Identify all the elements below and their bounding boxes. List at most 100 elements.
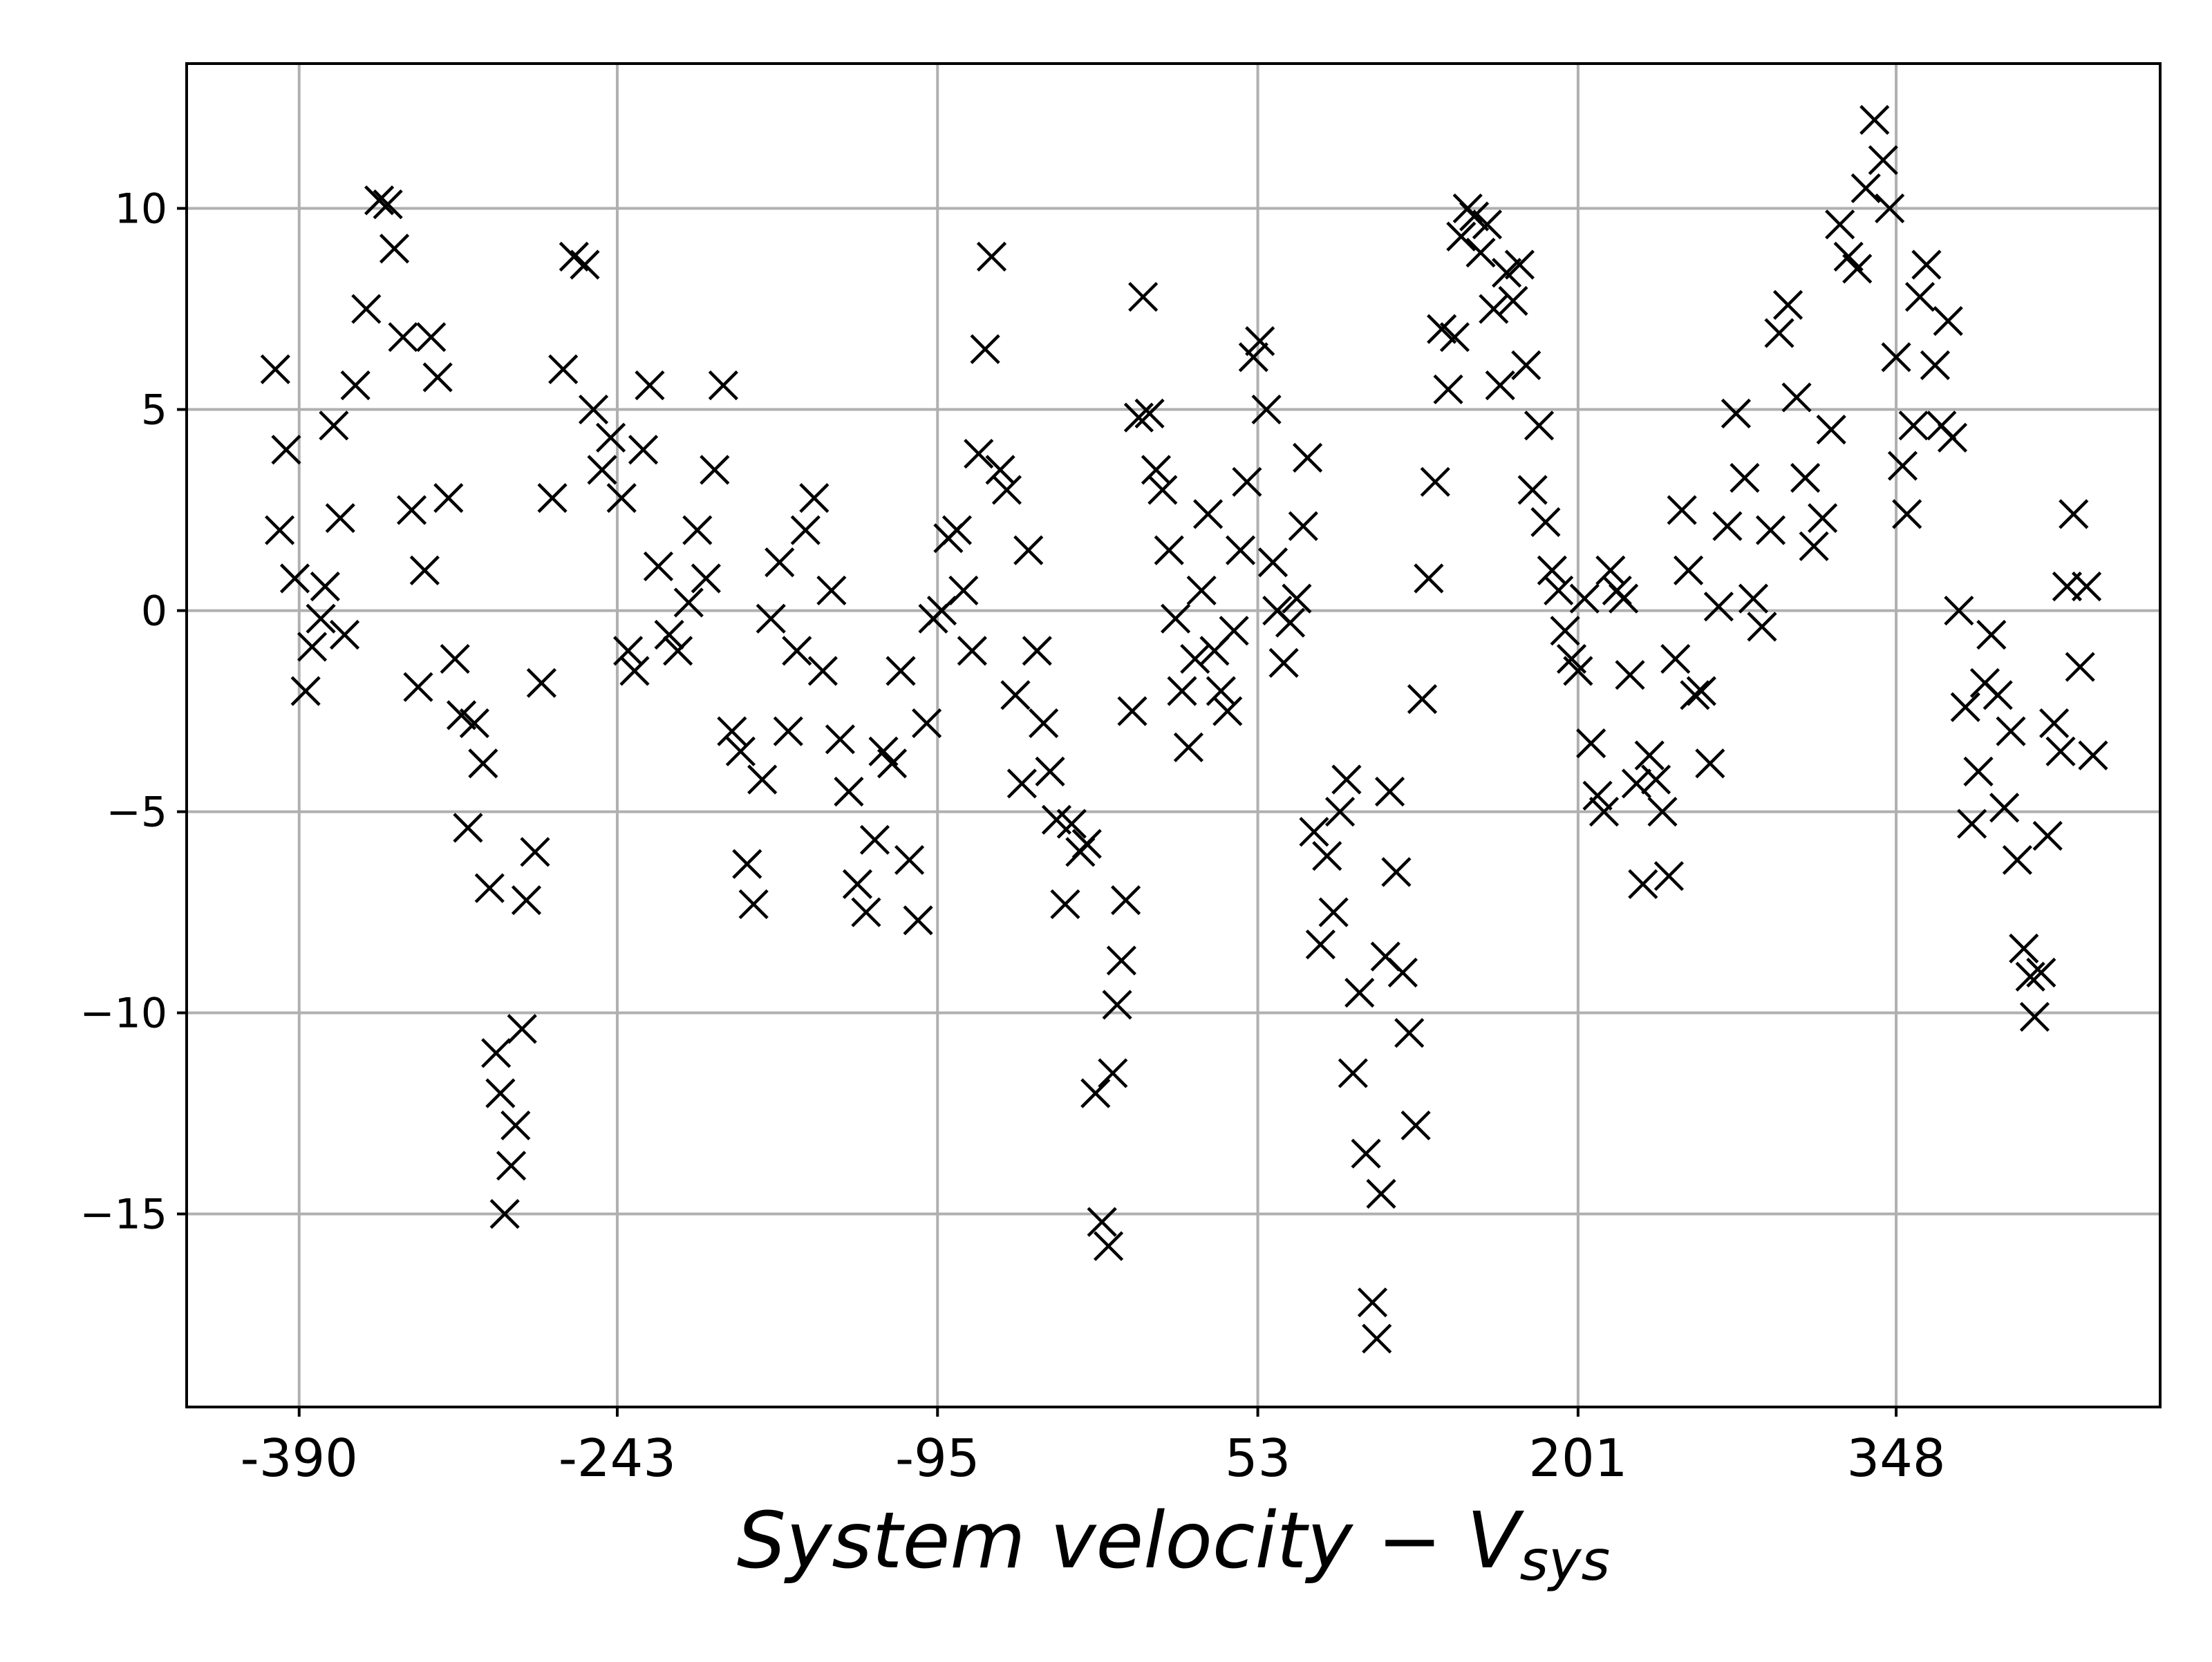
data-point-x-marker [489, 1199, 520, 1229]
data-point-x-marker [976, 241, 1007, 272]
data-point-x-marker [868, 736, 899, 766]
data-point-x-marker [842, 869, 873, 899]
data-point-x-marker [1387, 957, 1418, 988]
data-point-x-marker [1504, 249, 1535, 280]
data-point-x-marker [2002, 844, 2032, 876]
data-point-x-marker [1331, 764, 1362, 795]
data-point-x-marker [416, 322, 447, 352]
data-point-x-marker [1472, 209, 1503, 240]
data-point-x-marker [1904, 281, 1936, 312]
data-point-x-marker [364, 185, 395, 216]
data-point-x-marker [409, 555, 440, 585]
data-point-x-marker [297, 632, 328, 662]
data-point-x-marker [1093, 1231, 1124, 1261]
data-point-x-marker [1911, 249, 1942, 280]
data-point-x-marker [1080, 1078, 1111, 1108]
data-point-x-marker [1111, 885, 1141, 916]
data-point-x-marker [325, 503, 355, 533]
data-point-x-marker [1511, 350, 1541, 381]
data-point-x-marker [1312, 841, 1342, 871]
data-point-x-marker [1056, 809, 1087, 839]
data-point-x-marker [2026, 957, 2056, 988]
data-point-x-marker [1374, 776, 1405, 807]
data-point-x-marker [1530, 507, 1561, 538]
data-point-x-marker [691, 563, 721, 594]
data-point-x-marker [1427, 314, 1457, 344]
data-point-x-marker [1362, 1323, 1392, 1354]
data-point-x-marker [1615, 660, 1645, 690]
data-point-x-marker [1006, 768, 1037, 799]
data-point-x-marker [1887, 451, 1918, 481]
data-point-x-marker [1173, 732, 1204, 763]
data-point-x-marker [1881, 342, 1911, 372]
data-point-x-marker [396, 495, 427, 525]
data-point-x-marker [1013, 535, 1044, 565]
data-point-x-marker [708, 370, 738, 401]
x-axis-label-main: System velocity − V [737, 1496, 1525, 1586]
data-point-x-marker [1381, 857, 1412, 887]
grid [187, 64, 2160, 1407]
data-point-x-marker [511, 885, 542, 916]
data-point-x-marker [1772, 290, 1803, 320]
data-point-x-marker [500, 1110, 531, 1141]
data-point-x-marker [877, 748, 908, 779]
data-point-x-marker [1245, 326, 1275, 357]
data-point-x-marker [1790, 462, 1821, 493]
data-point-x-marker [1576, 728, 1606, 759]
data-point-x-marker [663, 636, 693, 666]
data-point-x-marker [1781, 382, 1812, 413]
data-point-x-marker [790, 515, 821, 545]
data-point-x-marker [985, 455, 1015, 485]
data-point-x-marker [1232, 466, 1262, 497]
data-point-x-marker [799, 483, 830, 513]
data-point-x-marker [1351, 1138, 1381, 1169]
data-point-x-marker [1680, 680, 1710, 710]
data-point-x-marker [912, 708, 942, 739]
data-point-x-marker [1764, 318, 1794, 348]
data-point-x-marker [1071, 829, 1102, 859]
data-point-x-marker [1098, 1058, 1128, 1088]
data-point-x-marker [1989, 793, 2020, 823]
data-point-x-marker [1816, 415, 1846, 445]
data-point-x-marker [1703, 592, 1734, 622]
y-tick-label: −5 [106, 788, 167, 837]
data-point-x-marker [1944, 595, 1974, 626]
data-point-x-marker [1712, 511, 1743, 541]
data-point-x-marker [2071, 572, 2102, 602]
data-point-x-marker [1147, 475, 1178, 505]
ticks: -390 -243 -95 53 201 348 10 5 0 −5 −10 −15 [79, 185, 1945, 1489]
data-point-x-marker [1180, 643, 1210, 674]
data-point-x-marker [1087, 1207, 1117, 1237]
data-point-x-marker [1465, 237, 1496, 268]
data-point-x-marker [807, 656, 838, 686]
data-point-x-marker [1842, 254, 1873, 284]
data-point-x-marker [964, 438, 994, 469]
data-point-x-marker [520, 837, 550, 867]
data-point-x-marker [570, 249, 600, 280]
data-point-x-marker [738, 889, 769, 920]
data-point-x-marker [1653, 861, 1684, 891]
data-point-x-marker [1035, 756, 1065, 786]
data-point-x-marker [1825, 209, 1855, 240]
y-tick-label: 10 [115, 185, 167, 234]
data-point-x-marker [1251, 394, 1282, 425]
data-point-x-marker [1695, 748, 1725, 779]
data-point-x-marker [2065, 652, 2095, 682]
data-point-x-marker [1357, 1287, 1388, 1318]
data-point-x-marker [635, 370, 665, 401]
data-point-x-marker [1154, 535, 1184, 565]
data-point-x-marker [773, 716, 803, 746]
data-point-x-marker [1569, 583, 1600, 614]
data-point-x-marker [732, 849, 762, 879]
data-point-x-marker [1537, 555, 1567, 585]
data-point-x-marker [654, 619, 684, 650]
data-point-x-marker [1996, 716, 2026, 746]
data-point-x-marker [1225, 535, 1256, 565]
data-point-x-marker [1799, 531, 1829, 562]
data-point-x-marker [1582, 780, 1613, 811]
data-point-x-marker [329, 619, 360, 650]
data-point-x-marker [1721, 398, 1752, 428]
data-point-x-marker [1544, 575, 1574, 606]
data-point-x-marker [941, 515, 973, 545]
data-point-x-marker [1730, 462, 1760, 493]
